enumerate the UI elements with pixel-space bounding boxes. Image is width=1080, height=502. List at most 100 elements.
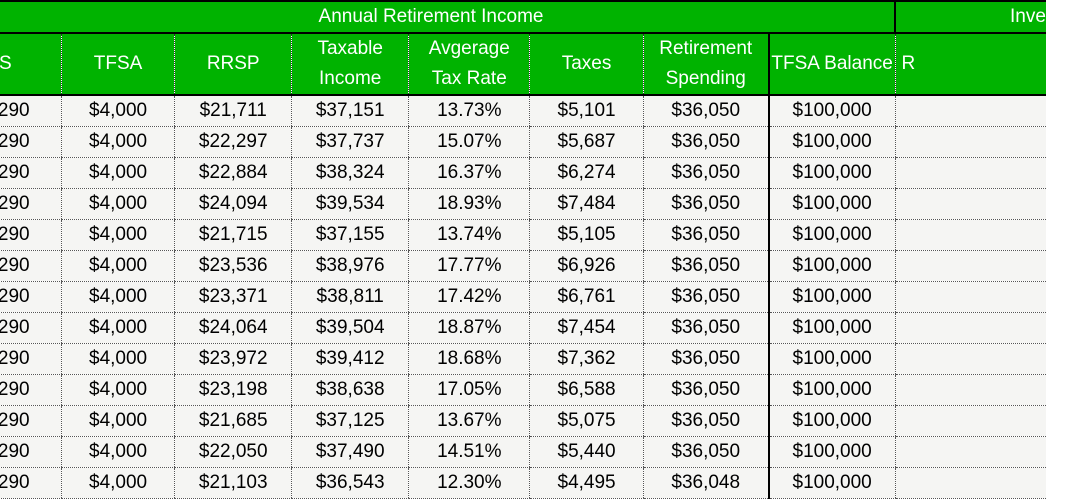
cell-next-column[interactable] [894,95,1046,127]
cell-next-column[interactable] [894,250,1046,282]
cell-next-column[interactable] [894,343,1046,375]
header-tfsa-balance[interactable]: TFSA Balance [767,33,895,96]
cell-taxable-income[interactable]: $37,490 [291,436,409,468]
cell-tfsa[interactable]: $4,000 [60,343,175,375]
cell-tfsa[interactable]: $4,000 [60,281,175,313]
cell-retirement-spending[interactable]: $36,050 [642,281,769,313]
cell-taxable-income[interactable]: $37,737 [291,126,409,158]
cell-retirement-spending[interactable]: $36,050 [642,219,769,251]
cell-tfsa-balance[interactable]: $100,000 [767,281,895,313]
group-header-annual-retirement-income[interactable]: Annual Retirement Income [0,0,896,34]
cell-tfsa[interactable]: $4,000 [60,126,175,158]
header-tfsa[interactable]: TFSA [60,33,175,96]
cell-taxable-income[interactable]: $36,543 [291,467,409,499]
cell-retirement-spending[interactable]: $36,050 [642,374,769,406]
cell-retirement-spending[interactable]: $36,050 [642,157,769,189]
cell-oas[interactable]: $7,290 [0,467,62,499]
cell-retirement-spending[interactable]: $36,048 [642,467,769,499]
header-average-tax-rate[interactable]: Avgerage Tax Rate [408,33,530,96]
cell-tfsa-balance[interactable]: $100,000 [767,219,895,251]
cell-oas[interactable]: $7,290 [0,281,62,313]
cell-tfsa[interactable]: $4,000 [60,374,175,406]
cell-retirement-spending[interactable]: $36,050 [642,126,769,158]
cell-taxes[interactable]: $7,362 [529,343,644,375]
cell-next-column[interactable] [894,126,1046,158]
cell-taxes[interactable]: $6,926 [529,250,644,282]
cell-average-tax-rate[interactable]: 18.93% [408,188,530,220]
cell-taxable-income[interactable]: $39,412 [291,343,409,375]
cell-retirement-spending[interactable]: $36,050 [642,312,769,344]
cell-tfsa[interactable]: $4,000 [60,405,175,437]
cell-oas[interactable]: $7,290 [0,405,62,437]
cell-taxes[interactable]: $5,687 [529,126,644,158]
cell-taxable-income[interactable]: $39,534 [291,188,409,220]
cell-taxes[interactable]: $4,495 [529,467,644,499]
cell-next-column[interactable] [894,436,1046,468]
cell-tfsa[interactable]: $4,000 [60,312,175,344]
cell-rrsp[interactable]: $22,050 [174,436,292,468]
cell-taxes[interactable]: $5,101 [529,95,644,127]
header-next-column[interactable]: R [894,33,1046,96]
cell-tfsa-balance[interactable]: $100,000 [767,405,895,437]
cell-taxes[interactable]: $5,075 [529,405,644,437]
cell-retirement-spending[interactable]: $36,050 [642,405,769,437]
cell-next-column[interactable] [894,157,1046,189]
cell-tfsa[interactable]: $4,000 [60,188,175,220]
cell-retirement-spending[interactable]: $36,050 [642,188,769,220]
cell-oas[interactable]: $7,290 [0,312,62,344]
cell-retirement-spending[interactable]: $36,050 [642,343,769,375]
cell-tfsa[interactable]: $4,000 [60,95,175,127]
cell-average-tax-rate[interactable]: 13.67% [408,405,530,437]
cell-rrsp[interactable]: $22,884 [174,157,292,189]
cell-tfsa-balance[interactable]: $100,000 [767,95,895,127]
cell-average-tax-rate[interactable]: 14.51% [408,436,530,468]
cell-rrsp[interactable]: $23,972 [174,343,292,375]
cell-next-column[interactable] [894,467,1046,499]
cell-next-column[interactable] [894,405,1046,437]
cell-oas[interactable]: $7,290 [0,250,62,282]
cell-average-tax-rate[interactable]: 18.68% [408,343,530,375]
cell-tfsa[interactable]: $4,000 [60,250,175,282]
cell-average-tax-rate[interactable]: 17.77% [408,250,530,282]
cell-tfsa[interactable]: $4,000 [60,436,175,468]
cell-average-tax-rate[interactable]: 17.42% [408,281,530,313]
group-header-investments[interactable]: Inve [894,0,1046,34]
cell-taxes[interactable]: $7,484 [529,188,644,220]
cell-oas[interactable]: $7,290 [0,374,62,406]
cell-average-tax-rate[interactable]: 16.37% [408,157,530,189]
cell-tfsa-balance[interactable]: $100,000 [767,126,895,158]
cell-taxable-income[interactable]: $38,324 [291,157,409,189]
cell-next-column[interactable] [894,281,1046,313]
cell-average-tax-rate[interactable]: 15.07% [408,126,530,158]
cell-average-tax-rate[interactable]: 18.87% [408,312,530,344]
cell-average-tax-rate[interactable]: 12.30% [408,467,530,499]
cell-tfsa-balance[interactable]: $100,000 [767,374,895,406]
cell-oas[interactable]: $7,290 [0,219,62,251]
cell-next-column[interactable] [894,312,1046,344]
cell-taxes[interactable]: $5,440 [529,436,644,468]
cell-taxable-income[interactable]: $37,125 [291,405,409,437]
cell-rrsp[interactable]: $24,094 [174,188,292,220]
header-oas[interactable]: OAS [0,33,62,96]
cell-rrsp[interactable]: $21,685 [174,405,292,437]
cell-taxes[interactable]: $5,105 [529,219,644,251]
cell-tfsa[interactable]: $4,000 [60,157,175,189]
cell-taxable-income[interactable]: $37,155 [291,219,409,251]
cell-rrsp[interactable]: $23,536 [174,250,292,282]
cell-retirement-spending[interactable]: $36,050 [642,436,769,468]
header-retirement-spending[interactable]: Retirement Spending [642,33,769,96]
cell-taxable-income[interactable]: $38,976 [291,250,409,282]
cell-rrsp[interactable]: $23,198 [174,374,292,406]
cell-rrsp[interactable]: $22,297 [174,126,292,158]
cell-tfsa-balance[interactable]: $100,000 [767,467,895,499]
cell-rrsp[interactable]: $21,103 [174,467,292,499]
cell-next-column[interactable] [894,374,1046,406]
header-rrsp[interactable]: RRSP [174,33,292,96]
cell-oas[interactable]: $7,290 [0,343,62,375]
cell-tfsa-balance[interactable]: $100,000 [767,436,895,468]
cell-oas[interactable]: $7,290 [0,126,62,158]
cell-tfsa-balance[interactable]: $100,000 [767,250,895,282]
cell-next-column[interactable] [894,219,1046,251]
cell-taxable-income[interactable]: $39,504 [291,312,409,344]
cell-tfsa-balance[interactable]: $100,000 [767,157,895,189]
